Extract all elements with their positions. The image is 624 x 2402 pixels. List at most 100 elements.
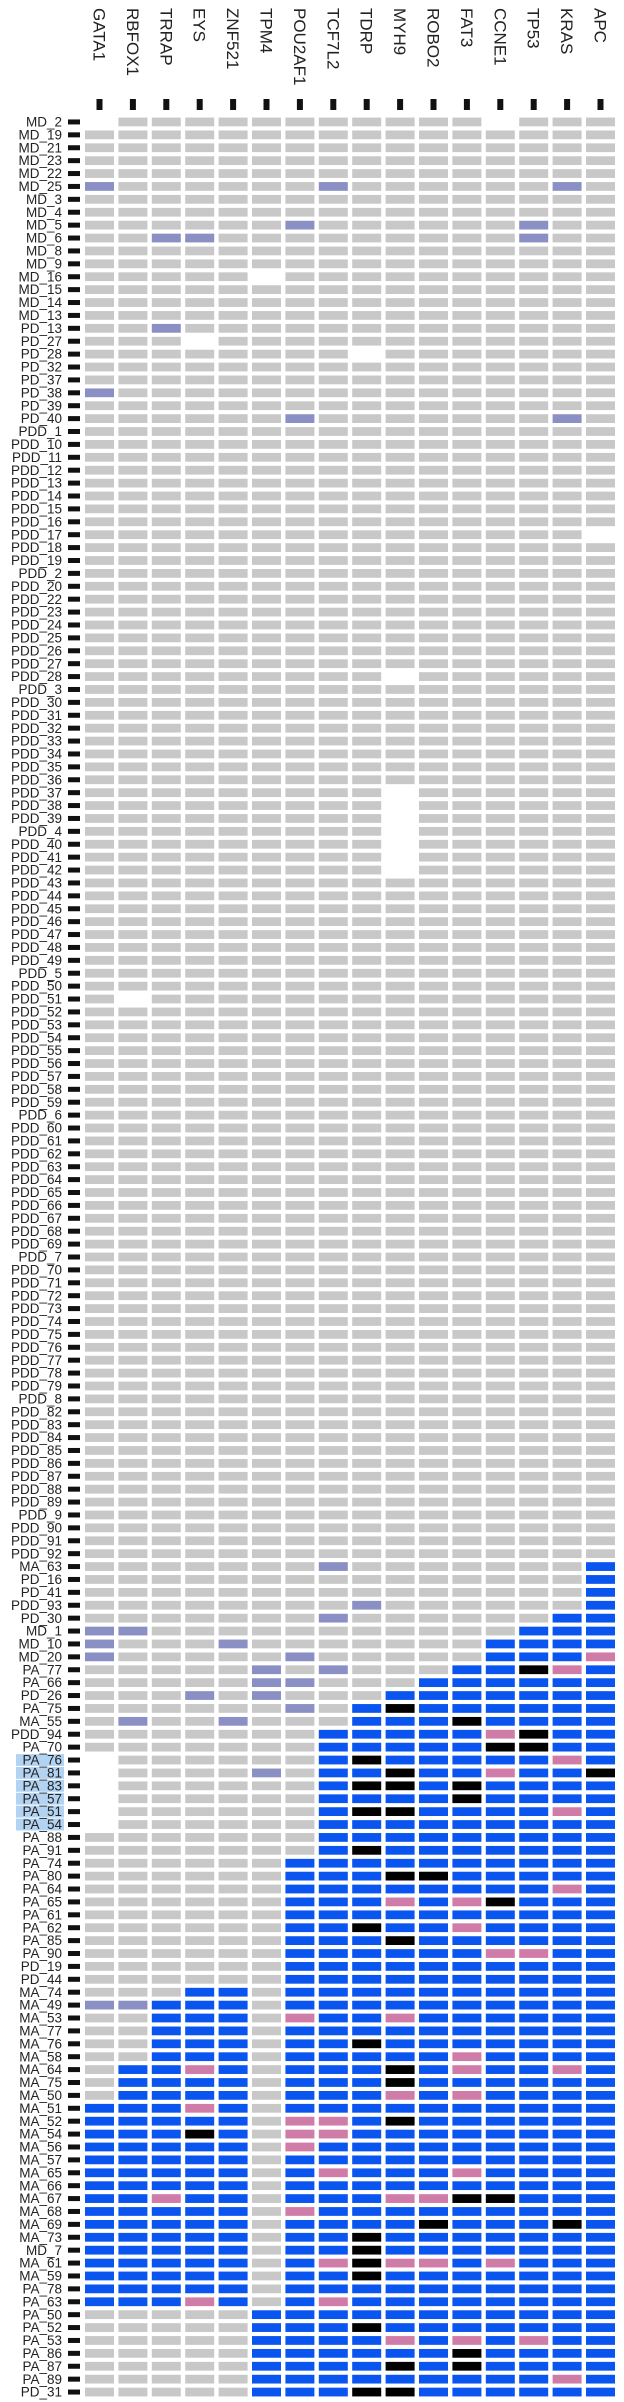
cell-ma-66-ccne1: [485, 2181, 515, 2191]
cell-ma-67-tpm4: [252, 2194, 281, 2203]
cell-pa-91-tpm4: [252, 1845, 281, 1855]
cell-pa-83-znf521: [218, 1781, 248, 1791]
cell-pd-19-tp53: [519, 1962, 549, 1971]
cell-ma-51-tp53: [519, 2103, 549, 2113]
cell-pdd-15-ccne1: [485, 504, 515, 514]
cell-pdd-82-tcf7l2: [318, 1407, 348, 1417]
sample-label: PA_86: [22, 2346, 62, 2361]
cell-md-5-znf521: [218, 220, 248, 230]
cell-pd-31-apc: [586, 2387, 615, 2397]
cell-pdd-28-tdrp: [352, 672, 382, 681]
cell-pa-83-tp53: [519, 1781, 549, 1791]
cell-pdd-10-pou2af1: [285, 440, 315, 449]
cell-md-9-eys: [185, 259, 215, 269]
cell-pdd-60-rbfox1: [118, 1123, 148, 1133]
cell-pdd-1-znf521: [218, 427, 248, 436]
heatmap-cells: [85, 117, 615, 2397]
cell-pdd-77-trrap: [151, 1355, 181, 1365]
cell-pdd-1-trrap: [151, 427, 181, 436]
cell-ma-50-tcf7l2: [318, 2091, 348, 2100]
cell-pdd-94-ccne1: [485, 1729, 515, 1739]
cell-ma-50-tdrp: [352, 2091, 382, 2100]
cell-pdd-64-gata1: [85, 1175, 114, 1184]
cell-pd-31-tpm4: [252, 2387, 281, 2397]
cell-pdd-72-robo2: [419, 1291, 448, 1301]
cell-md-2-rbfox1: [118, 117, 148, 127]
sample-label: MA_57: [19, 2152, 62, 2167]
cell-md-2-tp53: [519, 117, 549, 127]
cell-ma-67-ccne1: [485, 2194, 515, 2203]
cell-pa-88-pou2af1: [285, 1833, 315, 1842]
cell-pd-41-trrap: [151, 1587, 181, 1597]
cell-pa-74-ccne1: [485, 1858, 515, 1868]
cell-ma-68-apc: [586, 2207, 615, 2216]
cell-pdd-71-tdrp: [352, 1278, 382, 1288]
cell-ma-64-tp53: [519, 2065, 549, 2074]
cell-pdd-65-apc: [586, 1188, 615, 1197]
cell-ma-53-rbfox1: [118, 2013, 148, 2023]
cell-md-3-pou2af1: [285, 194, 315, 204]
cell-pdd-65-tpm4: [252, 1188, 281, 1197]
cell-pd-32-pou2af1: [285, 362, 315, 372]
cell-ma-52-tp53: [519, 2116, 549, 2126]
cell-pa-86-apc: [586, 2348, 615, 2358]
cell-pa-52-gata1: [85, 2323, 114, 2332]
cell-pdd-72-pou2af1: [285, 1291, 315, 1301]
cell-md-19-tdrp: [352, 130, 382, 140]
sample-label: PDD_67: [11, 1211, 62, 1226]
cell-pa-76-tpm4: [252, 1755, 281, 1765]
cell-md-23-tp53: [519, 156, 549, 166]
cell-md-7-gata1: [85, 2245, 114, 2255]
cell-pdd-5-trrap: [151, 968, 181, 978]
cell-pdd-24-tpm4: [252, 620, 281, 630]
cell-pdd-12-robo2: [419, 465, 448, 475]
cell-md-1-myh9: [385, 1626, 415, 1636]
cell-pdd-77-tdrp: [352, 1355, 382, 1365]
cell-pdd-60-tpm4: [252, 1123, 281, 1133]
cell-pdd-42-tp53: [519, 865, 549, 875]
cell-pdd-13-fat3: [452, 478, 482, 488]
cell-md-19-robo2: [419, 130, 448, 140]
cell-pdd-8-tdrp: [352, 1394, 382, 1404]
sample-tick: [68, 532, 80, 538]
cell-pdd-56-trrap: [151, 1059, 181, 1068]
cell-ma-58-fat3: [452, 2052, 482, 2062]
cell-pd-41-gata1: [85, 1587, 114, 1597]
cell-pdd-20-tcf7l2: [318, 581, 348, 591]
cell-pdd-91-tcf7l2: [318, 1536, 348, 1546]
cell-ma-76-robo2: [419, 2039, 448, 2049]
cell-pdd-88-tdrp: [352, 1484, 382, 1494]
cell-pdd-27-fat3: [452, 659, 482, 669]
cell-pa-91-rbfox1: [118, 1845, 148, 1855]
cell-pdd-68-tp53: [519, 1226, 549, 1236]
cell-md-22-apc: [586, 169, 615, 178]
cell-pdd-86-ccne1: [485, 1458, 515, 1468]
cell-ma-73-myh9: [385, 2232, 415, 2242]
cell-pa-66-rbfox1: [118, 1678, 148, 1688]
cell-pd-28-tdrp: [352, 349, 382, 359]
cell-pdd-55-znf521: [218, 1046, 248, 1056]
cell-pdd-41-pou2af1: [285, 852, 315, 862]
cell-pd-16-apc: [586, 1575, 615, 1584]
cell-pd-19-eys: [185, 1962, 215, 1971]
cell-pdd-85-rbfox1: [118, 1446, 148, 1455]
cell-pdd-70-eys: [185, 1265, 215, 1275]
cell-pdd-41-trrap: [151, 852, 181, 862]
cell-pdd-75-trrap: [151, 1330, 181, 1339]
sample-tick: [68, 1125, 80, 1131]
cell-ma-73-tp53: [519, 2232, 549, 2242]
cell-ma-76-tcf7l2: [318, 2039, 348, 2049]
cell-pdd-74-robo2: [419, 1317, 448, 1326]
cell-pa-83-myh9: [385, 1781, 415, 1791]
sample-label: MA_67: [19, 2191, 62, 2206]
sample-tick: [68, 1409, 80, 1415]
cell-pdd-36-fat3: [452, 775, 482, 785]
cell-pdd-44-znf521: [218, 891, 248, 901]
cell-ma-67-eys: [185, 2194, 215, 2203]
sample-tick: [68, 1654, 80, 1660]
cell-pdd-23-fat3: [452, 607, 482, 617]
cell-pa-85-kras: [552, 1936, 582, 1945]
sample-tick: [68, 1435, 80, 1441]
cell-ma-52-robo2: [419, 2116, 448, 2126]
cell-pd-30-tcf7l2: [318, 1613, 348, 1623]
